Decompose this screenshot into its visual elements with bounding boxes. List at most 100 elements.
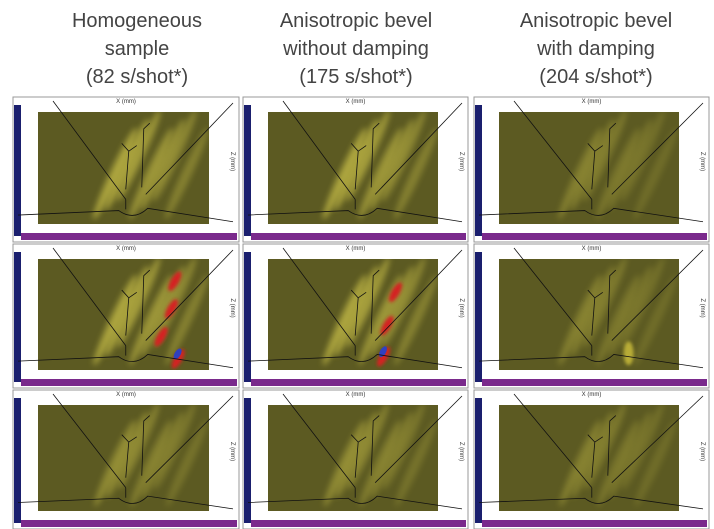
z-scale-strip <box>475 398 482 523</box>
geometry-line <box>478 495 704 510</box>
field-image <box>499 405 679 511</box>
field-image <box>499 259 679 370</box>
wave-streak <box>105 265 149 357</box>
z-axis-label: Z (mm) <box>458 152 464 171</box>
geometry-line <box>611 249 704 341</box>
peak-spot <box>379 346 387 358</box>
simulation-panel: X (mm) Z (mm) <box>473 389 710 529</box>
simulation-panel: X (mm) Z (mm) <box>12 389 240 529</box>
geometry-line <box>374 395 463 483</box>
crack-line <box>121 415 151 478</box>
geometry-line <box>282 100 356 200</box>
z-axis-label: Z (mm) <box>229 442 235 461</box>
wave-streak <box>382 112 426 202</box>
geometry-line <box>374 102 463 195</box>
x-axis-label: X (mm) <box>582 99 602 105</box>
wave-streak <box>359 420 401 507</box>
z-scale-strip <box>244 398 251 523</box>
crack-line <box>350 415 380 478</box>
geometry-line <box>52 247 127 346</box>
column-header: sample <box>105 38 169 60</box>
wave-streak <box>621 112 665 202</box>
wave-streak <box>608 265 652 357</box>
geometry-line <box>145 249 234 341</box>
z-scale-strip <box>14 252 21 382</box>
geometry-line <box>247 207 463 223</box>
hot-spot <box>377 346 391 367</box>
z-scale-strip <box>14 105 21 236</box>
geometry-line <box>247 495 463 510</box>
hot-spot <box>389 282 402 303</box>
wave-streak <box>165 274 209 366</box>
geometry-line <box>513 100 593 200</box>
z-axis-label: Z (mm) <box>458 298 464 317</box>
hot-spot <box>380 315 394 336</box>
column-header: (175 s/shot*) <box>299 66 412 88</box>
wave-streak <box>323 420 366 507</box>
z-scale-strip <box>244 105 251 236</box>
simulation-panel: X (mm) Z (mm) <box>242 389 469 529</box>
wave-streak <box>129 127 173 220</box>
wave-streak <box>622 405 664 490</box>
wave-streak <box>571 265 615 357</box>
crack-line <box>587 415 617 478</box>
wave-streak <box>358 127 402 220</box>
geometry-line <box>52 393 127 488</box>
geometry-line <box>374 249 463 341</box>
geometry-line <box>145 102 234 195</box>
x-scale-strip <box>21 520 237 527</box>
wave-streak <box>634 274 678 366</box>
z-axis-label: Z (mm) <box>699 442 705 461</box>
x-scale-strip <box>21 233 237 240</box>
wave-streak <box>322 274 367 366</box>
simulation-panel: X (mm) Z (mm) <box>12 96 240 243</box>
simulation-panel: X (mm) Z (mm) <box>242 243 469 389</box>
geometry-line <box>282 393 356 488</box>
geometry-line <box>611 395 704 483</box>
x-scale-strip <box>251 233 466 240</box>
wave-streak <box>383 405 425 490</box>
wave-streak <box>334 265 378 357</box>
hot-spot <box>164 299 178 319</box>
simulation-panel: X (mm) Z (mm) <box>473 96 710 243</box>
wave-streak <box>105 118 149 211</box>
z-scale-strip <box>244 252 251 382</box>
wave-streak <box>166 420 208 507</box>
x-scale-strip <box>251 520 466 527</box>
wave-streak <box>596 274 640 366</box>
peak-spot <box>173 348 182 360</box>
wave-streak <box>584 405 626 490</box>
geometry-line <box>17 207 234 223</box>
hot-spot <box>168 271 182 291</box>
wave-streak <box>596 127 640 220</box>
field-image <box>268 259 438 370</box>
geometry-line <box>145 395 234 483</box>
z-axis-label: Z (mm) <box>229 152 235 171</box>
wave-streak <box>382 259 426 348</box>
x-scale-strip <box>482 520 707 527</box>
wave-streak <box>559 420 601 507</box>
x-axis-label: X (mm) <box>346 99 366 105</box>
x-axis-label: X (mm) <box>582 392 602 398</box>
wave-streak <box>621 259 665 348</box>
crack-line <box>121 269 151 336</box>
geometry-line <box>17 354 234 369</box>
crack-line <box>350 269 380 336</box>
geometry-line <box>52 100 127 200</box>
wave-streak <box>94 420 136 507</box>
wave-streak <box>130 420 172 507</box>
x-axis-label: X (mm) <box>346 246 366 252</box>
simulation-panel: X (mm) Z (mm) <box>242 96 469 243</box>
x-axis-label: X (mm) <box>116 99 136 105</box>
field-image <box>38 405 209 511</box>
geometry-line <box>17 495 234 510</box>
wave-streak <box>164 127 209 220</box>
simulation-panel: X (mm) Z (mm) <box>473 243 710 389</box>
wave-streak <box>93 274 137 366</box>
wave-streak <box>117 112 161 202</box>
column-header: Anisotropic bevel <box>280 10 432 32</box>
field-image <box>499 112 679 224</box>
wave-streak <box>117 259 161 348</box>
wave-streak <box>583 259 627 348</box>
